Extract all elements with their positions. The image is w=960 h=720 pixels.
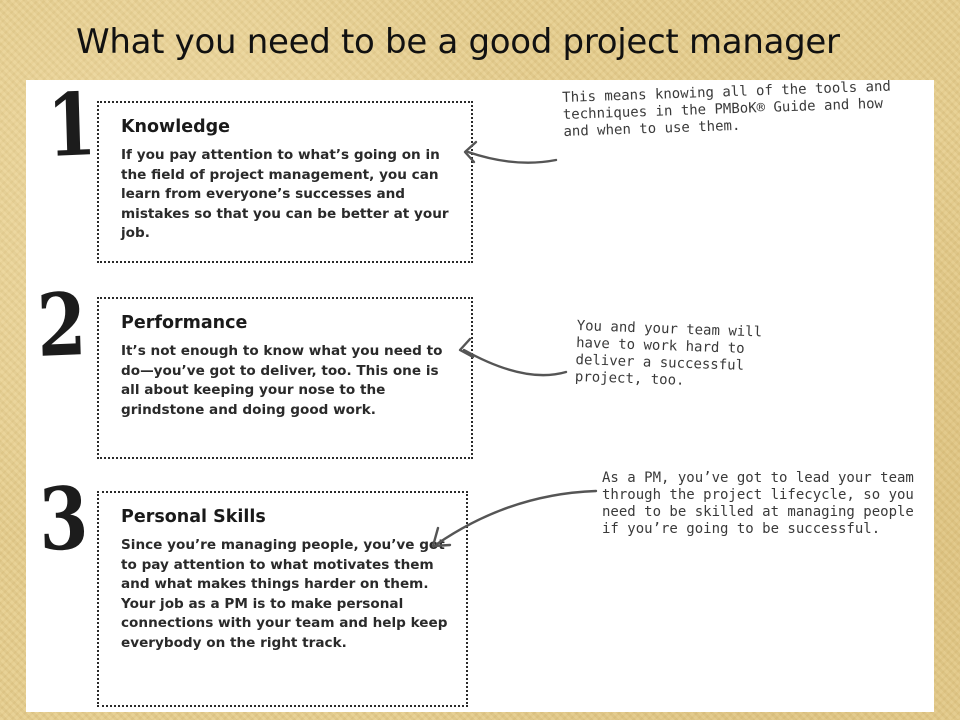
panel-knowledge: [26, 80, 934, 268]
handwritten-note-3: As a PM, you’ve got to lead your team th…: [602, 470, 914, 537]
step-box-performance: Performance It’s not enough to know what…: [97, 297, 473, 459]
step-body: Since you’re managing people, you’ve got…: [121, 537, 448, 651]
slide-title: What you need to be a good project manag…: [76, 22, 840, 62]
step-body: It’s not enough to know what you need to…: [121, 343, 443, 418]
step-number-1: 1: [45, 73, 98, 177]
step-heading: Knowledge: [121, 117, 230, 137]
step-number-3: 3: [37, 467, 90, 571]
step-box-knowledge: Knowledge If you pay attention to what’s…: [97, 101, 473, 263]
step-heading: Personal Skills: [121, 507, 266, 527]
step-box-personal-skills: Personal Skills Since you’re managing pe…: [97, 491, 468, 707]
step-number-2: 2: [35, 273, 88, 377]
step-heading: Performance: [121, 313, 248, 333]
step-body: If you pay attention to what’s going on …: [121, 147, 449, 241]
handwritten-note-2: You and your team will have to work hard…: [574, 318, 763, 389]
